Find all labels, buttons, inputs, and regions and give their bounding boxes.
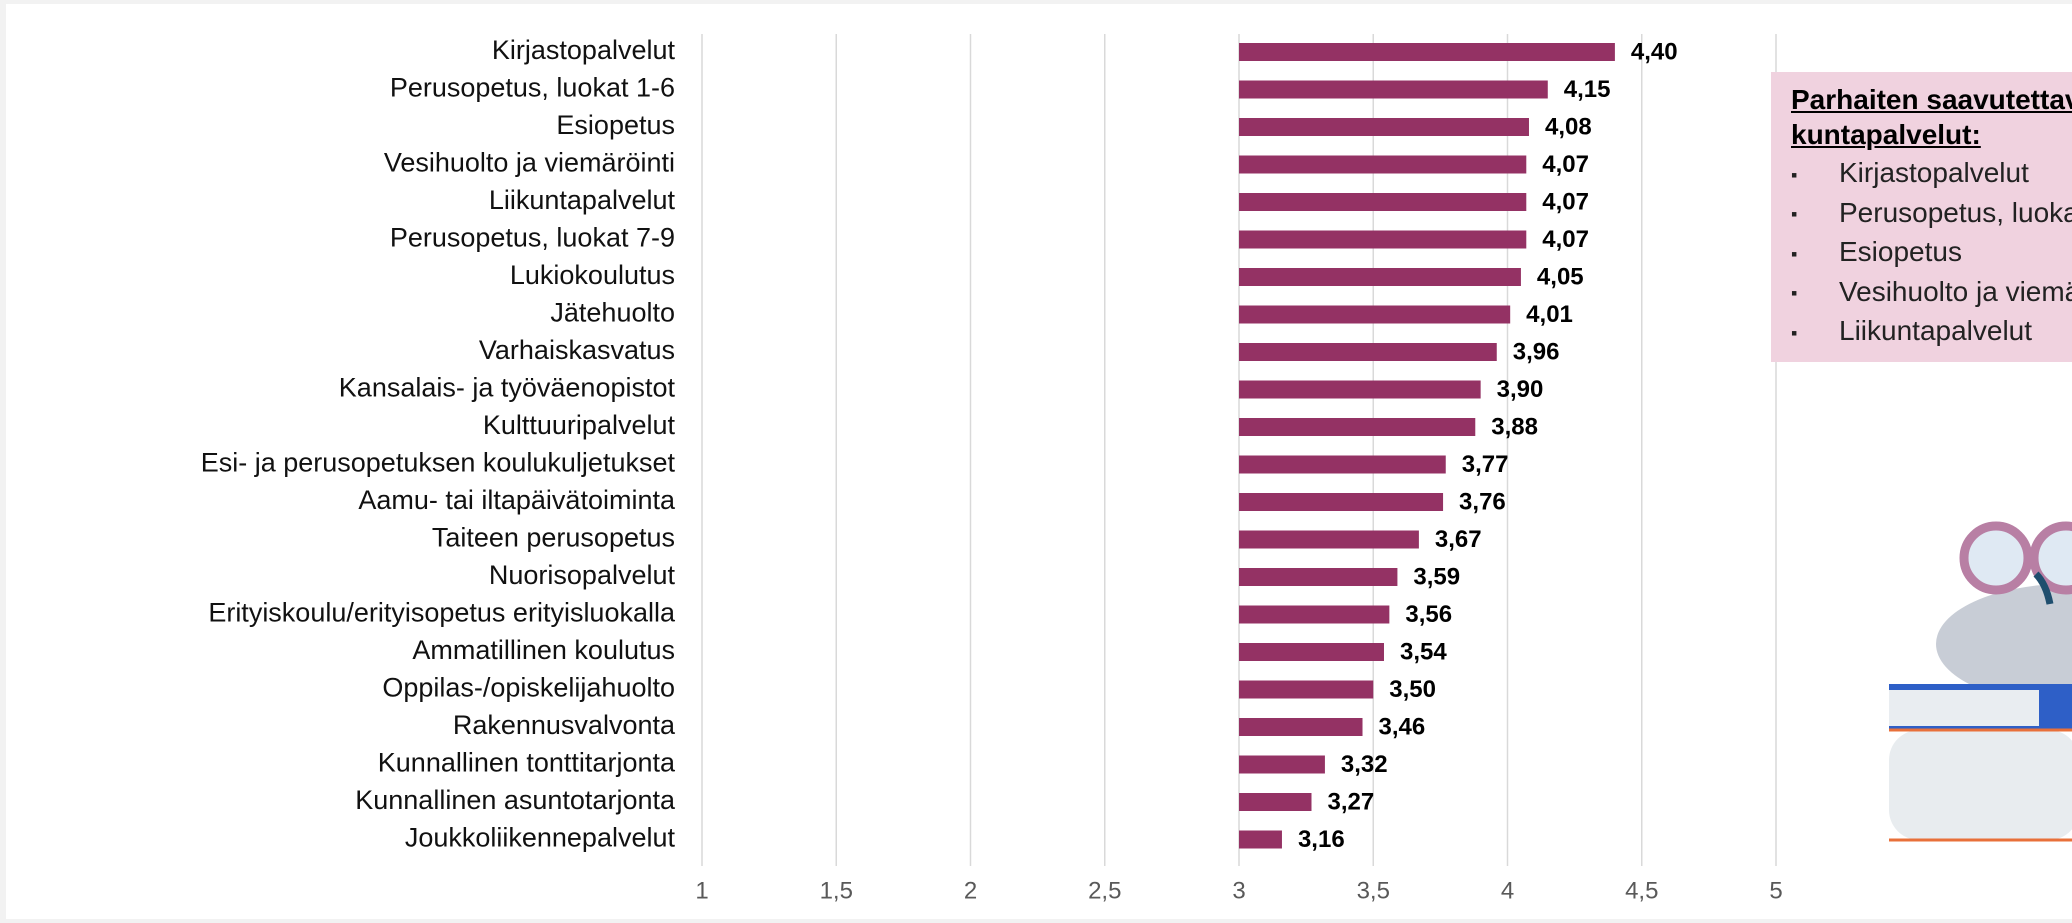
bar <box>1239 830 1282 849</box>
y-tick-label: Joukkoliikennepalvelut <box>405 823 676 853</box>
illustration <box>1889 521 2072 842</box>
value-label: 3,56 <box>1405 601 1452 628</box>
bar <box>1239 718 1363 736</box>
y-tick-label: Ammatillinen koulutus <box>412 635 675 665</box>
y-tick-label: Erityiskoulu/erityisopetus erityisluokal… <box>208 598 676 628</box>
bar <box>1239 793 1312 811</box>
value-label: 3,96 <box>1513 338 1560 365</box>
y-tick-label: Nuorisopalvelut <box>489 560 676 590</box>
value-label: 3,67 <box>1435 526 1482 553</box>
value-label: 4,07 <box>1542 188 1589 215</box>
value-label: 3,90 <box>1497 376 1544 403</box>
value-label: 3,50 <box>1389 676 1436 703</box>
bar <box>1239 230 1527 249</box>
x-tick-label: 1 <box>695 877 708 904</box>
y-tick-label: Rakennusvalvonta <box>453 710 676 740</box>
page: 1 1,5 2 2,5 3 3,5 4 4,5 5 Kirjastopalvelut 4,40 Per… <box>6 4 2072 919</box>
bar <box>1239 568 1398 586</box>
bar <box>1239 493 1444 511</box>
y-tick-label: Aamu- tai iltapäivätoiminta <box>358 485 676 515</box>
x-tick-label: 5 <box>1769 877 1782 904</box>
bar <box>1239 380 1481 399</box>
x-tick-label: 3,5 <box>1357 877 1390 904</box>
bar <box>1239 680 1374 699</box>
value-label: 4,08 <box>1545 113 1592 140</box>
callout-item: Vesihuolto ja viemäröinti <box>1791 273 2072 313</box>
value-label: 4,40 <box>1631 38 1678 65</box>
bar <box>1239 80 1548 99</box>
bar <box>1239 305 1511 324</box>
y-tick-label: Taiteen perusopetus <box>432 523 675 553</box>
x-tick-label: 4 <box>1501 877 1514 904</box>
callout-item: Liikuntapalvelut <box>1791 312 2072 352</box>
bar <box>1239 268 1521 286</box>
y-tick-label: Kirjastopalvelut <box>492 35 676 65</box>
y-tick-label: Liikuntapalvelut <box>489 185 676 215</box>
x-tick-label: 2,5 <box>1088 877 1121 904</box>
callout-box: Parhaiten saavutettavat kuntapalvelut: K… <box>1771 72 2072 362</box>
value-label: 3,88 <box>1491 413 1538 440</box>
value-label: 4,01 <box>1526 301 1573 328</box>
callout-list: KirjastopalvelutPerusopetus, luokat 1-6E… <box>1791 154 2072 352</box>
y-tick-label: Perusopetus, luokat 7-9 <box>390 223 675 253</box>
callout-item: Perusopetus, luokat 1-6 <box>1791 194 2072 234</box>
bar <box>1239 605 1390 624</box>
bar <box>1239 755 1325 774</box>
y-tick-label: Kunnallinen tonttitarjonta <box>378 748 676 778</box>
bar <box>1239 118 1529 136</box>
value-label: 4,15 <box>1564 76 1611 103</box>
y-tick-label: Kulttuuripalvelut <box>483 410 676 440</box>
x-tick-label: 2 <box>964 877 977 904</box>
bar <box>1239 643 1384 661</box>
y-tick-label: Lukiokoulutus <box>510 260 675 290</box>
y-tick-label: Esi- ja perusopetuksen koulukuljetukset <box>201 448 676 478</box>
value-label: 3,46 <box>1379 713 1426 740</box>
x-tick-label: 4,5 <box>1625 877 1658 904</box>
y-tick-label: Esiopetus <box>556 110 675 140</box>
y-tick-label: Kansalais- ja työväenopistot <box>339 373 676 403</box>
bar <box>1239 530 1419 549</box>
value-label: 3,54 <box>1400 638 1447 665</box>
value-label: 4,07 <box>1542 151 1589 178</box>
bar <box>1239 193 1527 211</box>
callout-item: Kirjastopalvelut <box>1791 154 2072 194</box>
callout-title: Parhaiten saavutettavat kuntapalvelut: <box>1791 84 2072 150</box>
y-tick-label: Jätehuolto <box>550 298 675 328</box>
value-label: 3,32 <box>1341 751 1388 778</box>
value-label: 3,27 <box>1327 788 1374 815</box>
value-label: 3,77 <box>1462 451 1509 478</box>
x-tick-label: 1,5 <box>820 877 853 904</box>
bar <box>1239 343 1497 361</box>
callout-item: Esiopetus <box>1791 233 2072 273</box>
bar <box>1239 455 1446 474</box>
value-label: 3,59 <box>1413 563 1460 590</box>
y-tick-label: Kunnallinen asuntotarjonta <box>355 785 676 815</box>
value-label: 4,07 <box>1542 226 1589 253</box>
y-tick-label: Vesihuolto ja viemäröinti <box>384 148 675 178</box>
bar <box>1239 418 1476 436</box>
value-label: 3,16 <box>1298 826 1345 853</box>
value-label: 4,05 <box>1537 263 1584 290</box>
bar <box>1239 43 1615 61</box>
value-label: 3,76 <box>1459 488 1506 515</box>
bar <box>1239 155 1527 174</box>
x-tick-label: 3 <box>1232 877 1245 904</box>
y-tick-label: Oppilas-/opiskelijahuolto <box>382 673 675 703</box>
y-tick-label: Varhaiskasvatus <box>479 335 675 365</box>
y-tick-label: Perusopetus, luokat 1-6 <box>390 73 675 103</box>
